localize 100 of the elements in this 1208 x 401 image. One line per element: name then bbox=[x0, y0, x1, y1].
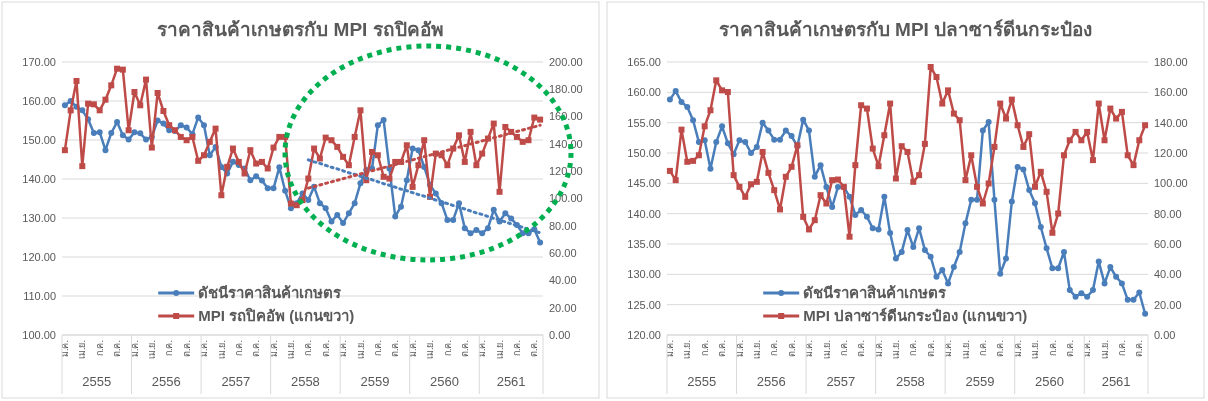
y-tick-label: 145.00 bbox=[627, 177, 661, 190]
x-tick-label: ม.ค. bbox=[1012, 340, 1023, 358]
x-tick-label: ก.ค. bbox=[838, 340, 849, 357]
legend-label: MPI ปลาซาร์ดีนกระป๋อง (แกนขวา) bbox=[803, 307, 1028, 325]
y-tick-label: 160.00 bbox=[22, 94, 56, 107]
x-tick-label: ม.ค. bbox=[943, 340, 954, 358]
x-tick-label: ต.ค. bbox=[181, 340, 192, 358]
x-tick-label: เม.ย. bbox=[821, 340, 832, 360]
x-tick-label: ม.ค. bbox=[804, 340, 815, 358]
y2-tick-label: 20.00 bbox=[1154, 298, 1182, 311]
y2-tick-label: 140.00 bbox=[549, 137, 583, 150]
x-tick-label: ต.ค. bbox=[112, 340, 123, 358]
text: 2556 bbox=[151, 374, 181, 389]
chart-title: ราคาสินค้าเกษตรกับ MPI รถปิคอัพ bbox=[157, 19, 444, 40]
y2-tick-label: 40.00 bbox=[1154, 268, 1182, 281]
text: 2555 bbox=[687, 374, 717, 389]
x-tick-label: ก.ค. bbox=[303, 340, 314, 357]
x-tick-label: เม.ย. bbox=[425, 340, 436, 360]
y2-tick-label: 0.00 bbox=[549, 328, 571, 341]
legend-label: ดัชนีราคาสินค้าเกษตร bbox=[803, 284, 948, 302]
y2-tick-label: 60.00 bbox=[1154, 237, 1182, 250]
x-tick-label: ก.ค. bbox=[769, 340, 780, 357]
y2-tick-label: 100.00 bbox=[1154, 177, 1188, 190]
y-tick-label: 155.00 bbox=[627, 116, 661, 129]
x-tick-label: ต.ค. bbox=[995, 340, 1006, 358]
y-tick-label: 165.00 bbox=[627, 55, 661, 68]
text: 2557 bbox=[826, 374, 856, 389]
y2-tick-label: 200.00 bbox=[549, 55, 583, 68]
x-tick-label: ม.ค. bbox=[665, 340, 676, 358]
x-tick-label: ก.ค. bbox=[442, 340, 453, 357]
y-tick-label: 135.00 bbox=[627, 237, 661, 250]
x-tick-label: เม.ย. bbox=[960, 340, 971, 360]
x-tick-label: ม.ค. bbox=[199, 340, 210, 358]
x-tick-label: ต.ค. bbox=[717, 340, 728, 358]
x-tick-label: ต.ค. bbox=[390, 340, 401, 358]
x-tick-label: เม.ย. bbox=[355, 340, 366, 360]
x-tick-label: ต.ค. bbox=[320, 340, 331, 358]
x-tick-label: ม.ค. bbox=[1082, 340, 1093, 358]
y-tick-label: 120.00 bbox=[627, 328, 661, 341]
x-tick-label: ต.ค. bbox=[925, 340, 936, 358]
y2-tick-label: 40.00 bbox=[549, 274, 577, 287]
y-tick-label: 120.00 bbox=[22, 250, 56, 263]
x-tick-label: ก.ค. bbox=[372, 340, 383, 357]
y-tick-label: 130.00 bbox=[627, 268, 661, 281]
y-tick-label: 100.00 bbox=[22, 328, 56, 341]
x-tick-label: ก.ค. bbox=[94, 340, 105, 357]
x-tick-label: ม.ค. bbox=[129, 340, 140, 358]
x-tick-label: ก.ค. bbox=[1117, 340, 1128, 357]
x-tick-label: เม.ย. bbox=[1030, 340, 1041, 360]
x-tick-label: เม.ย. bbox=[682, 340, 693, 360]
y-tick-label: 150.00 bbox=[627, 146, 661, 159]
x-tick-label: เม.ย. bbox=[494, 340, 505, 360]
y2-tick-label: 180.00 bbox=[549, 83, 583, 96]
y2-tick-label: 80.00 bbox=[549, 219, 577, 232]
text: 2560 bbox=[430, 374, 459, 389]
x-tick-label: ต.ค. bbox=[251, 340, 262, 358]
x-tick-label: ก.ค. bbox=[512, 340, 523, 357]
x-tick-label: ต.ค. bbox=[529, 340, 540, 358]
x-tick-label: ก.ค. bbox=[908, 340, 919, 357]
y2-tick-label: 120.00 bbox=[549, 165, 583, 178]
y-tick-label: 140.00 bbox=[627, 207, 661, 220]
x-tick-label: เม.ย. bbox=[751, 340, 762, 360]
y-tick-label: 150.00 bbox=[22, 133, 56, 146]
text: 2558 bbox=[895, 374, 925, 389]
text: 2556 bbox=[756, 374, 786, 389]
x-tick-label: ม.ค. bbox=[338, 340, 349, 358]
x-tick-label: ก.ค. bbox=[699, 340, 710, 357]
x-tick-label: เม.ย. bbox=[146, 340, 157, 360]
x-tick-label: ม.ค. bbox=[60, 340, 71, 358]
y-tick-label: 130.00 bbox=[22, 211, 56, 224]
y2-tick-label: 80.00 bbox=[1154, 207, 1182, 220]
x-tick-label: ต.ค. bbox=[1134, 340, 1145, 358]
y2-tick-label: 160.00 bbox=[1154, 86, 1188, 99]
x-tick-label: เม.ย. bbox=[216, 340, 227, 360]
y2-tick-label: 100.00 bbox=[549, 192, 583, 205]
text: 2559 bbox=[360, 374, 390, 389]
text: 2559 bbox=[965, 374, 995, 389]
x-tick-label: ก.ค. bbox=[1047, 340, 1058, 357]
text: 2555 bbox=[82, 374, 112, 389]
x-tick-label: ต.ค. bbox=[856, 340, 867, 358]
y-tick-label: 140.00 bbox=[22, 172, 56, 185]
x-tick-label: ม.ค. bbox=[477, 340, 488, 358]
y-tick-label: 160.00 bbox=[627, 86, 661, 99]
x-tick-label: ม.ค. bbox=[407, 340, 418, 358]
y2-tick-label: 0.00 bbox=[1154, 328, 1176, 341]
x-tick-label: เม.ย. bbox=[77, 340, 88, 360]
legend-label: MPI รถปิคอัพ (แกนขวา) bbox=[198, 307, 355, 325]
text: 2557 bbox=[221, 374, 251, 389]
y2-tick-label: 180.00 bbox=[1154, 55, 1188, 68]
y-tick-label: 110.00 bbox=[23, 289, 56, 302]
y2-tick-label: 120.00 bbox=[1154, 146, 1188, 159]
text: 2560 bbox=[1035, 374, 1064, 389]
x-tick-label: ม.ค. bbox=[734, 340, 745, 358]
x-tick-label: ต.ค. bbox=[786, 340, 797, 358]
y2-tick-label: 140.00 bbox=[1154, 116, 1188, 129]
x-tick-label: ก.ค. bbox=[164, 340, 175, 357]
x-tick-label: ก.ค. bbox=[977, 340, 988, 357]
x-tick-label: ก.ค. bbox=[233, 340, 244, 357]
y-tick-label: 125.00 bbox=[627, 298, 661, 311]
text: 2561 bbox=[496, 374, 526, 389]
